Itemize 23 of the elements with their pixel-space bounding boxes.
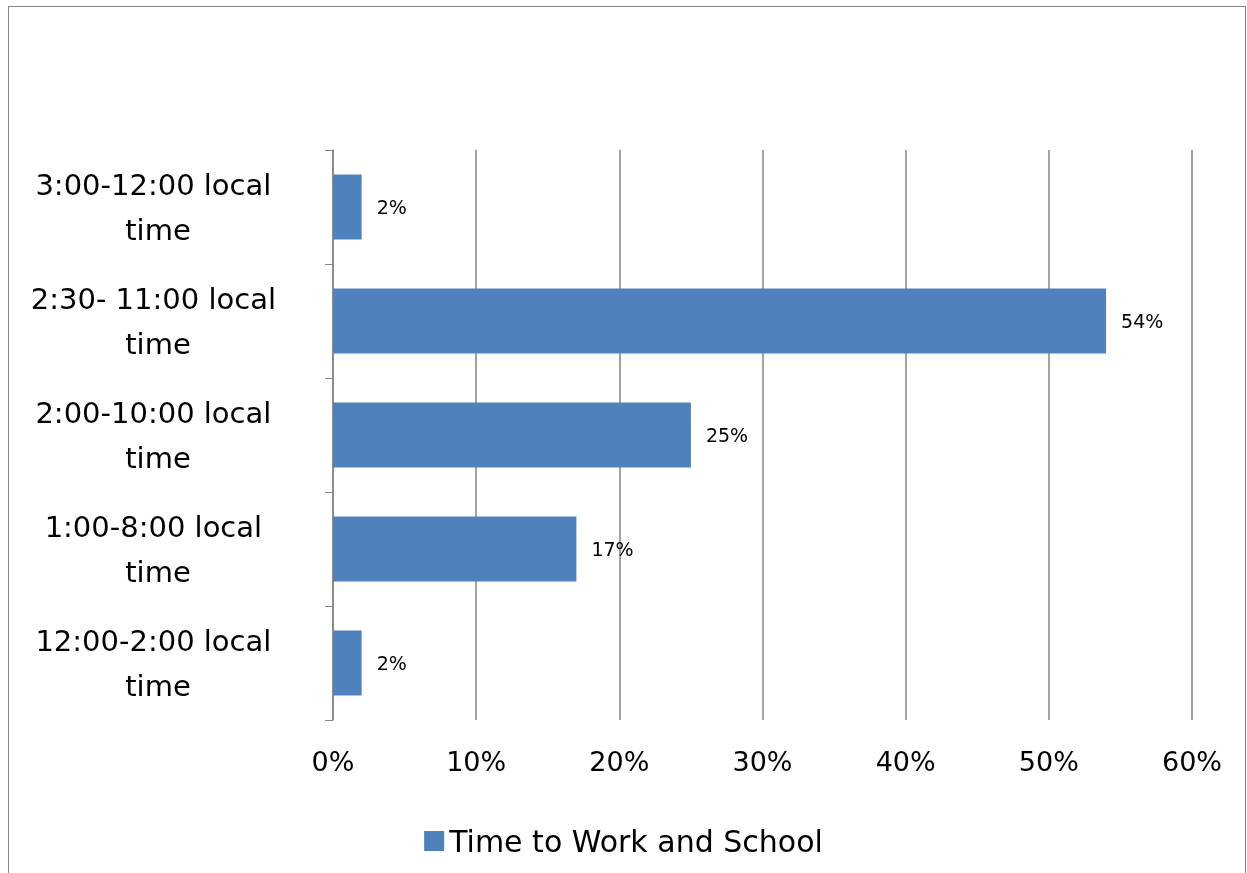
bar (333, 630, 362, 696)
y-tick-label: 12:00-2:00 local time (35, 623, 281, 703)
bar (333, 174, 362, 240)
x-tick-label: 0% (311, 746, 355, 777)
bar (333, 288, 1107, 354)
data-label: 17% (591, 538, 634, 560)
legend-label: Time to Work and School (448, 823, 823, 859)
x-tick-label: 30% (732, 746, 793, 777)
y-tick-label: 1:00-8:00 local time (44, 509, 272, 589)
x-tick-label: 50% (1018, 746, 1079, 777)
x-tick-label: 40% (875, 746, 936, 777)
bar (333, 402, 691, 468)
x-tick-label: 10% (446, 746, 507, 777)
data-label: 2% (376, 652, 407, 674)
data-label: 2% (376, 196, 407, 218)
y-tick-label: 3:00-12:00 local time (35, 167, 281, 247)
y-tick-label: 2:00-10:00 local time (35, 395, 281, 475)
x-tick-label: 20% (589, 746, 650, 777)
y-tick-label: 2:30- 11:00 local time (30, 281, 286, 361)
data-label: 54% (1121, 310, 1164, 332)
x-tick-label: 60% (1161, 746, 1223, 777)
data-label: 25% (705, 424, 749, 446)
bar (333, 516, 577, 582)
